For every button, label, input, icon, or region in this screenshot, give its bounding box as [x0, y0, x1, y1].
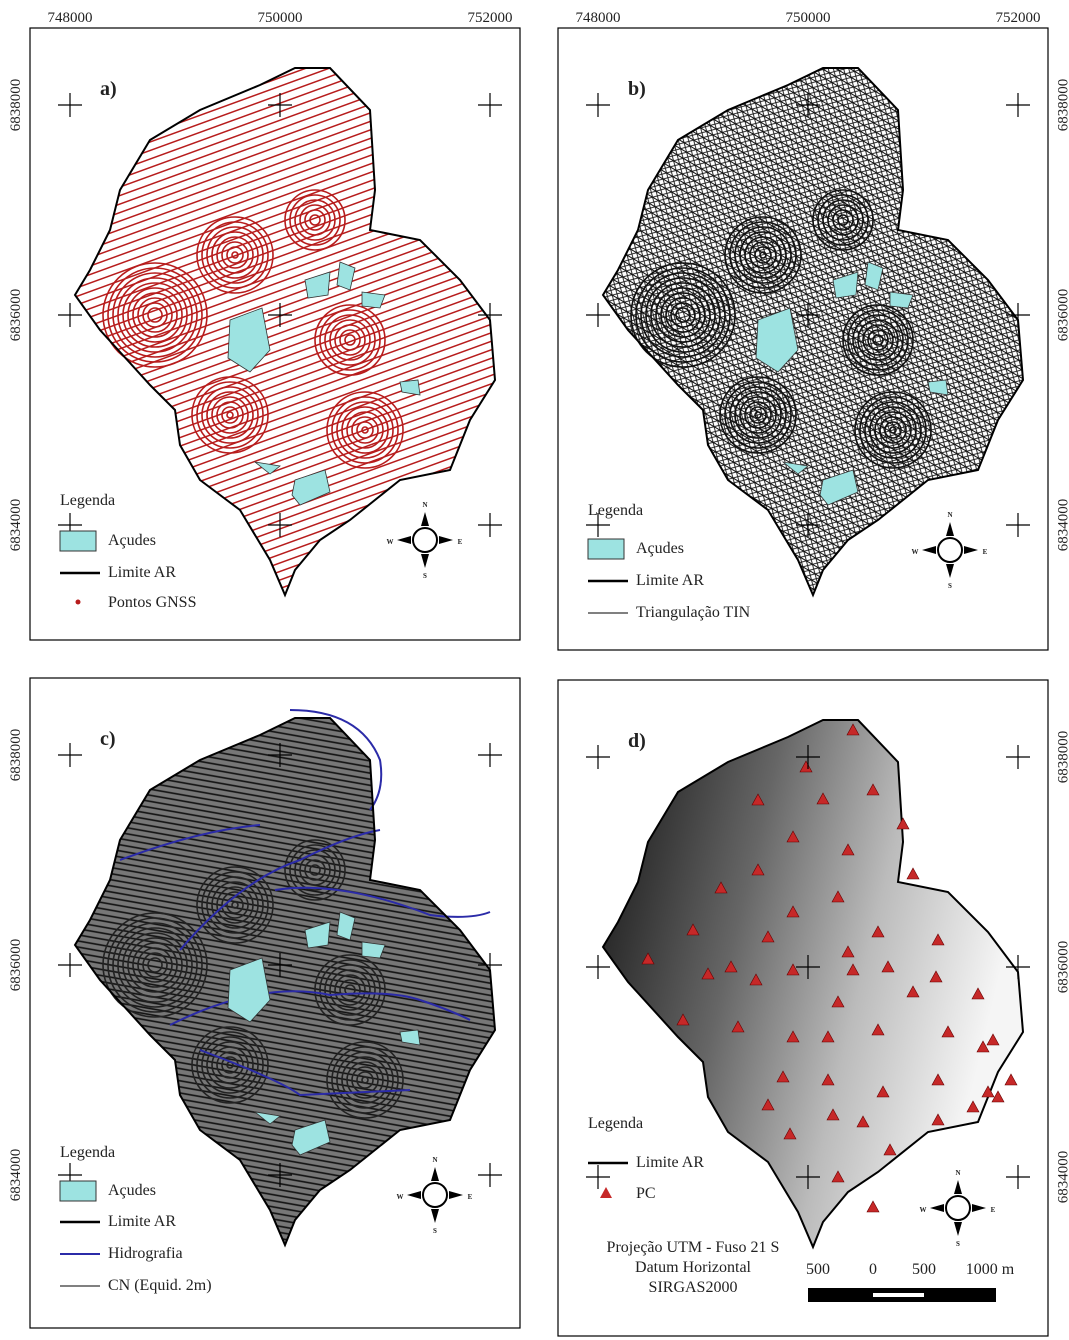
compass-letter: W — [920, 1206, 927, 1214]
map-panel: 748000750000752000683800068360006834000d… — [558, 680, 1069, 1340]
legend-item: CN (Equid. 2m) — [108, 1277, 212, 1294]
y-coordinate: 6836000 — [1056, 289, 1069, 342]
x-coordinate: 750000 — [786, 10, 831, 26]
compass-ring — [413, 528, 437, 552]
compass-letter: W — [387, 538, 394, 546]
panel-label: a) — [100, 78, 117, 100]
map-panel: 748000 750000 752000 6838000 6836000 6834000 b… — [558, 10, 1069, 650]
y-coordinate: 6836000 — [8, 289, 24, 342]
legend-swatch — [76, 600, 81, 605]
legend-item: Pontos GNSS — [108, 594, 196, 611]
map-panel: 748000 750000 752000 6838000 6836000 6834000 a… — [8, 10, 520, 640]
legend-swatch — [588, 539, 624, 559]
scale-label: 0 — [869, 1261, 877, 1278]
compass-letter: N — [947, 511, 952, 519]
x-coordinate: 748000 — [48, 10, 93, 26]
compass-letter: S — [433, 1227, 437, 1235]
panel-label: d) — [628, 730, 646, 752]
compass-ring — [938, 538, 962, 562]
scale-label: 500 — [806, 1261, 830, 1278]
scale-bar-segment — [873, 1293, 924, 1297]
compass-letter: S — [423, 572, 427, 580]
legend-item: Limite AR — [636, 1154, 704, 1171]
legend-title: Legenda — [588, 1115, 643, 1132]
compass-letter: N — [432, 1156, 437, 1164]
y-coordinate: 6834000 — [8, 1149, 24, 1202]
panel-label: b) — [628, 78, 646, 100]
legend-item: Açudes — [636, 540, 684, 557]
legend-item: Triangulação TIN — [636, 604, 751, 621]
projection-text: Projeção UTM - Fuso 21 S — [607, 1239, 780, 1256]
scale-label: 1000 m — [966, 1261, 1015, 1278]
map-panel: 748000750000752000683800068360006834000c… — [8, 678, 520, 1340]
y-coordinate: 6836000 — [1056, 941, 1069, 994]
compass-ring — [423, 1183, 447, 1207]
legend-item: Limite AR — [108, 564, 176, 581]
figure: 748000 750000 752000 6838000 6836000 6834000 a… — [0, 0, 1069, 1340]
compass-letter: W — [397, 1193, 404, 1201]
legend-swatch — [60, 531, 96, 551]
x-coordinate: 752000 — [468, 10, 513, 26]
y-coordinate: 6838000 — [8, 729, 24, 782]
compass-letter: E — [991, 1206, 996, 1214]
scale-label: 500 — [912, 1261, 936, 1278]
y-coordinate: 6838000 — [1056, 79, 1069, 132]
legend-item: Açudes — [108, 532, 156, 549]
compass-letter: N — [422, 501, 427, 509]
legend-item: Limite AR — [108, 1213, 176, 1230]
compass-letter: E — [983, 548, 988, 556]
legend-title: Legenda — [588, 502, 643, 519]
x-coordinate: 750000 — [258, 10, 303, 26]
compass-ring — [946, 1196, 970, 1220]
compass-letter: S — [948, 582, 952, 590]
compass-letter: S — [956, 1240, 960, 1248]
legend-title: Legenda — [60, 1144, 115, 1161]
legend-item: Açudes — [108, 1182, 156, 1199]
panel-label: c) — [100, 728, 116, 750]
legend-item: Hidrografia — [108, 1245, 183, 1262]
legend-swatch — [60, 1181, 96, 1201]
compass-letter: E — [468, 1193, 473, 1201]
legend-item: PC — [636, 1185, 656, 1202]
y-coordinate: 6838000 — [1056, 731, 1069, 784]
y-coordinate: 6834000 — [1056, 499, 1069, 552]
x-coordinate: 752000 — [996, 10, 1041, 26]
compass-letter: E — [458, 538, 463, 546]
projection-text: Datum Horizontal — [635, 1259, 752, 1276]
y-coordinate: 6838000 — [8, 79, 24, 132]
projection-text: SIRGAS2000 — [649, 1279, 738, 1296]
y-coordinate: 6836000 — [8, 939, 24, 992]
legend-item: Limite AR — [636, 572, 704, 589]
compass-letter: W — [912, 548, 919, 556]
x-coordinate: 748000 — [576, 10, 621, 26]
compass-letter: N — [955, 1169, 960, 1177]
y-coordinate: 6834000 — [8, 499, 24, 552]
legend-title: Legenda — [60, 492, 115, 509]
y-coordinate: 6834000 — [1056, 1151, 1069, 1204]
